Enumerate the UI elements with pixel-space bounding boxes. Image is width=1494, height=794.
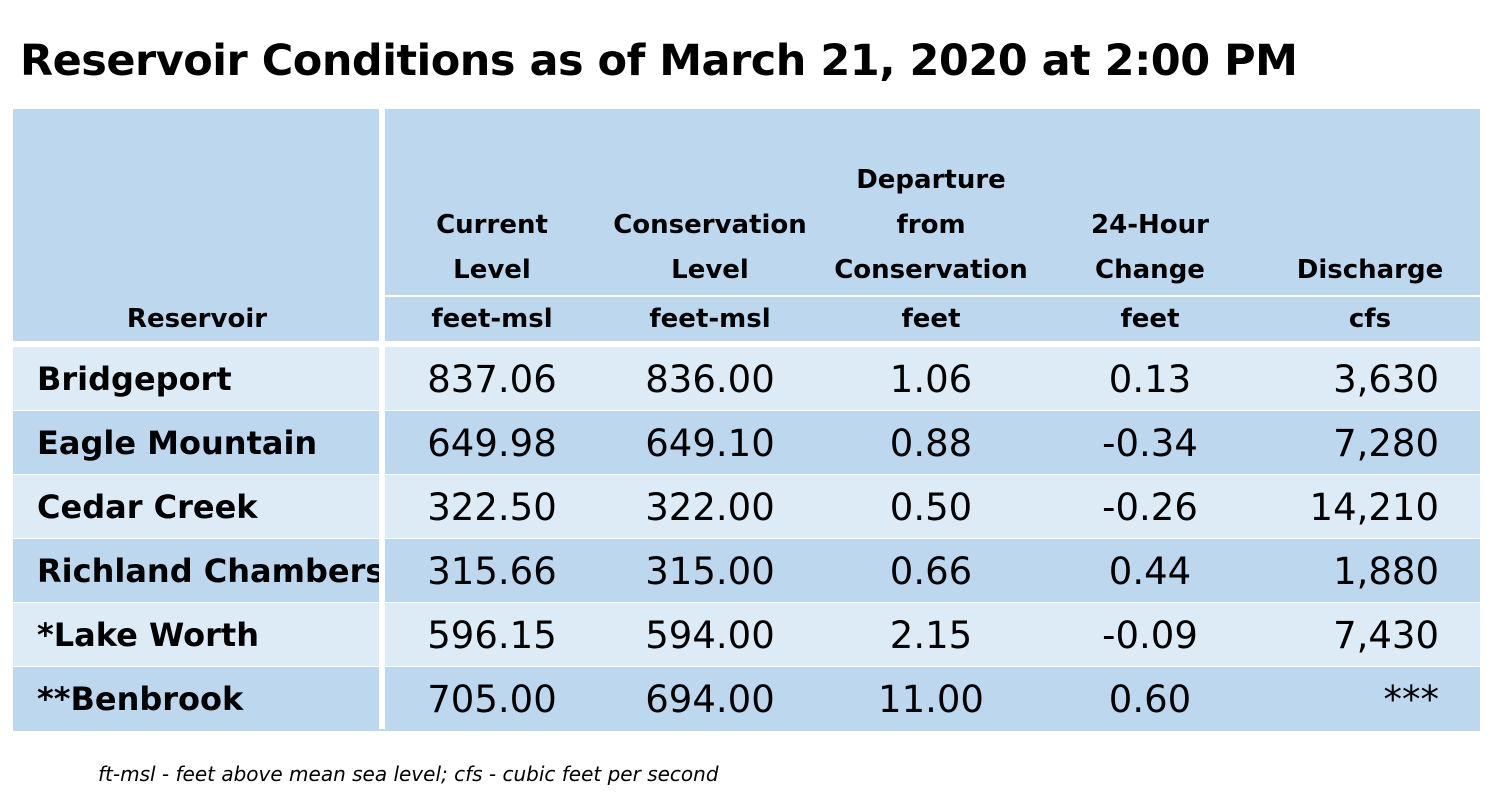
cell-conservation: 649.10 — [645, 421, 775, 465]
cell-change: -0.34 — [1102, 421, 1198, 465]
cell-conservation: 315.00 — [645, 549, 775, 593]
cell-current: 322.50 — [427, 485, 557, 529]
cell-conservation: 694.00 — [645, 677, 775, 721]
header-body-divider — [13, 341, 1480, 347]
table-row — [13, 667, 1480, 731]
column-divider — [379, 109, 385, 729]
reservoir-name: Eagle Mountain — [37, 424, 318, 462]
cell-conservation: 836.00 — [645, 357, 775, 401]
reservoir-name: *Lake Worth — [37, 616, 259, 654]
cell-departure: 0.50 — [889, 485, 973, 529]
cell-discharge: 3,630 — [1333, 357, 1439, 401]
row-divider — [13, 538, 1480, 539]
table-row — [13, 475, 1480, 539]
unit-departure: feet — [901, 304, 961, 334]
cell-current: 837.06 — [427, 357, 557, 401]
cell-current: 705.00 — [427, 677, 557, 721]
cell-change: 0.60 — [1108, 677, 1192, 721]
table-row — [13, 347, 1480, 411]
cell-change: 0.13 — [1108, 357, 1192, 401]
cell-current: 649.98 — [427, 421, 557, 465]
row-divider — [13, 666, 1480, 667]
cell-departure: 2.15 — [889, 613, 973, 657]
cell-change: -0.09 — [1102, 613, 1198, 657]
unit-conservation-level: feet-msl — [649, 304, 771, 334]
reservoir-name: **Benbrook — [37, 680, 244, 718]
cell-discharge: 7,280 — [1333, 421, 1439, 465]
unit-discharge: cfs — [1348, 304, 1392, 334]
reservoir-name: Cedar Creek — [37, 488, 258, 526]
cell-discharge: *** — [1383, 677, 1440, 721]
cell-conservation: 594.00 — [645, 613, 775, 657]
cell-discharge: 1,880 — [1333, 549, 1439, 593]
page-title: Reservoir Conditions as of March 21, 202… — [20, 36, 1298, 86]
cell-current: 596.15 — [427, 613, 557, 657]
row-divider — [13, 602, 1480, 603]
header-current-level: Current Level — [436, 210, 548, 285]
reservoir-name: Bridgeport — [37, 360, 232, 398]
header-discharge: Discharge — [1296, 255, 1444, 285]
table-header — [13, 109, 1480, 341]
header-reservoir — [13, 109, 381, 293]
unit-current-level: feet-msl — [431, 304, 553, 334]
reservoir-table: Current Level Conservation Level Departu… — [13, 109, 1480, 731]
unit-24-hour-change: feet — [1120, 304, 1180, 334]
cell-departure: 1.06 — [889, 357, 973, 401]
header-24-hour-change: 24-Hour Change — [1091, 210, 1209, 285]
row-divider — [13, 410, 1480, 411]
table-row — [13, 411, 1480, 475]
cell-change: -0.26 — [1102, 485, 1198, 529]
footnote: ft-msl - feet above mean sea level; cfs … — [98, 762, 719, 786]
header-reservoir-label: Reservoir — [126, 304, 268, 334]
header-conservation-level: Conservation Level — [613, 210, 807, 285]
cell-departure: 11.00 — [878, 677, 984, 721]
row-divider — [13, 474, 1480, 475]
header-departure: Departure from Conservation — [834, 165, 1028, 285]
cell-departure: 0.66 — [889, 549, 973, 593]
reservoir-name: Richland Chambers — [37, 552, 385, 590]
cell-conservation: 322.00 — [645, 485, 775, 529]
cell-discharge: 7,430 — [1333, 613, 1439, 657]
cell-current: 315.66 — [427, 549, 557, 593]
cell-departure: 0.88 — [889, 421, 973, 465]
table-row — [13, 603, 1480, 667]
header-unit-divider — [385, 295, 1480, 297]
cell-change: 0.44 — [1108, 549, 1192, 593]
table-row — [13, 539, 1480, 603]
cell-discharge: 14,210 — [1309, 485, 1439, 529]
